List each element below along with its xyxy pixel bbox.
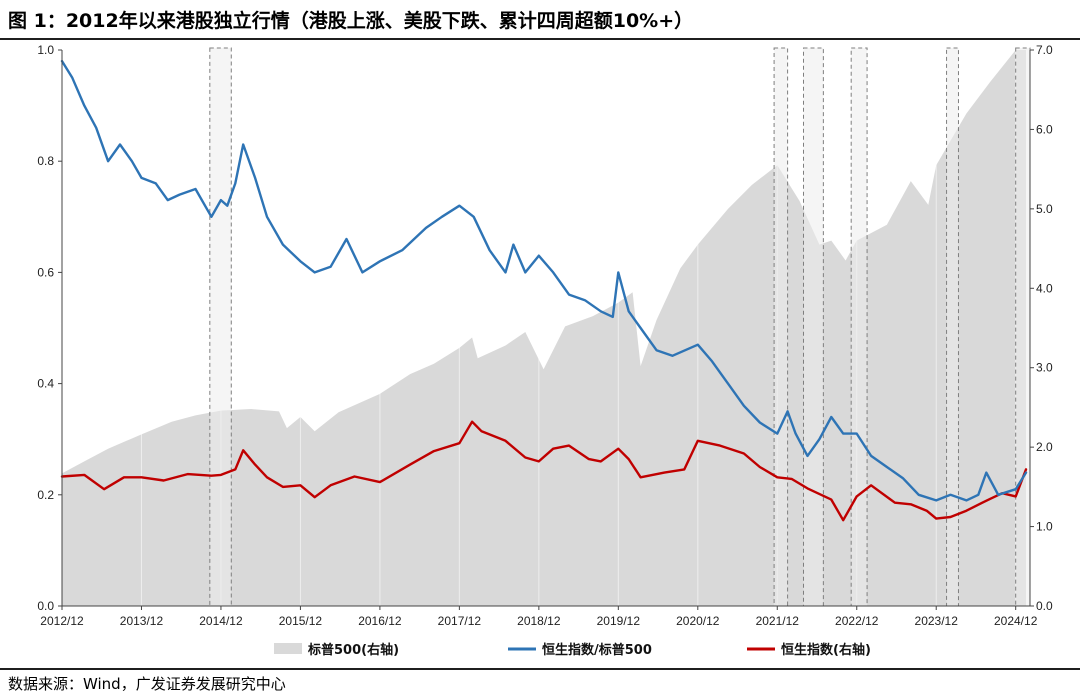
y-right-tick-label: 5.0 [1036,202,1053,216]
x-tick-label: 2017/12 [438,614,482,628]
highlight-period [802,47,824,607]
x-tick-label: 2019/12 [597,614,641,628]
series-sp500-area [62,50,1026,606]
y-right-tick-label: 7.0 [1036,43,1053,57]
y-left-tick-label: 0.0 [37,599,54,613]
x-tick-label: 2022/12 [835,614,879,628]
source-note: 数据来源：Wind，广发证券发展研究中心 [8,675,286,693]
x-tick-label: 2020/12 [676,614,720,628]
y-right-tick-label: 6.0 [1036,122,1053,136]
y-right-tick-label: 0.0 [1036,599,1053,613]
chart-svg: 0.0 0.2 0.4 0.6 0.8 1.0 0.0 1.0 2.0 3.0 4.0 5.0 6.0 7… [37,43,1053,658]
highlight-period [773,47,789,607]
x-tick-label: 2014/12 [199,614,243,628]
x-tick-label: 2012/12 [40,614,84,628]
x-tick-label: 2013/12 [120,614,164,628]
title-divider [0,38,1080,40]
x-tick-label: 2016/12 [358,614,402,628]
y-right-tick-label: 2.0 [1036,440,1053,454]
chart-title: 图 1：2012年以来港股独立行情（港股上涨、美股下跌、累计四周超额10%+） [8,10,694,32]
legend-swatch-sp500 [274,643,302,654]
source-divider [0,668,1080,670]
x-tick-label: 2023/12 [915,614,959,628]
x-tick-label: 2021/12 [756,614,800,628]
legend-label: 恒生指数/标普500 [542,642,652,658]
x-tick-label: 2024/12 [994,614,1038,628]
highlight-period [1015,47,1031,607]
y-right-tick-label: 3.0 [1036,361,1053,375]
y-left-tick-label: 0.4 [37,377,54,391]
y-left-tick-label: 1.0 [37,43,54,57]
series-ratio-line [60,59,1028,502]
highlight-period [850,47,868,607]
series-hsi-line [60,420,1028,522]
y-left-tick-label: 0.8 [37,154,54,168]
y-right-tick-label: 1.0 [1036,520,1053,534]
highlight-period [209,47,232,607]
highlight-period [946,47,959,607]
x-tick-label: 2018/12 [517,614,561,628]
legend-label: 标普500(右轴) [307,642,399,658]
y-left-tick-label: 0.2 [37,488,54,502]
y-left-tick-label: 0.6 [37,265,54,279]
legend-label: 恒生指数(右轴) [781,642,871,658]
y-right-tick-label: 4.0 [1036,281,1053,295]
x-tick-label: 2015/12 [279,614,323,628]
